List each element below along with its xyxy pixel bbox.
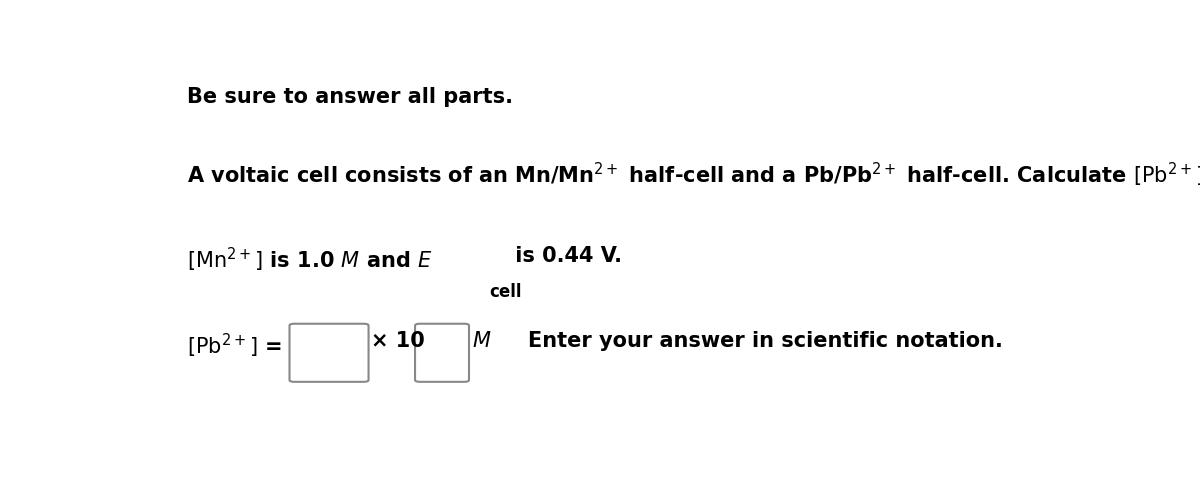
Text: is 0.44 V.: is 0.44 V.	[508, 246, 622, 266]
Text: cell: cell	[490, 283, 522, 301]
Text: Be sure to answer all parts.: Be sure to answer all parts.	[187, 88, 514, 108]
Text: $[\mathrm{Pb}^{2+}]$ =: $[\mathrm{Pb}^{2+}]$ =	[187, 331, 282, 360]
Text: $[\mathrm{Mn}^{2+}]$ is 1.0 $M$ and $E$: $[\mathrm{Mn}^{2+}]$ is 1.0 $M$ and $E$	[187, 246, 433, 275]
FancyBboxPatch shape	[415, 324, 469, 382]
FancyBboxPatch shape	[289, 324, 368, 382]
Text: × 10: × 10	[371, 331, 425, 352]
Text: Enter your answer in scientific notation.: Enter your answer in scientific notation…	[528, 331, 1002, 352]
Text: A voltaic cell consists of an Mn/Mn$^{2+}$ half-cell and a Pb/Pb$^{2+}$ half-cel: A voltaic cell consists of an Mn/Mn$^{2+…	[187, 161, 1200, 189]
Text: $M$: $M$	[472, 331, 491, 352]
